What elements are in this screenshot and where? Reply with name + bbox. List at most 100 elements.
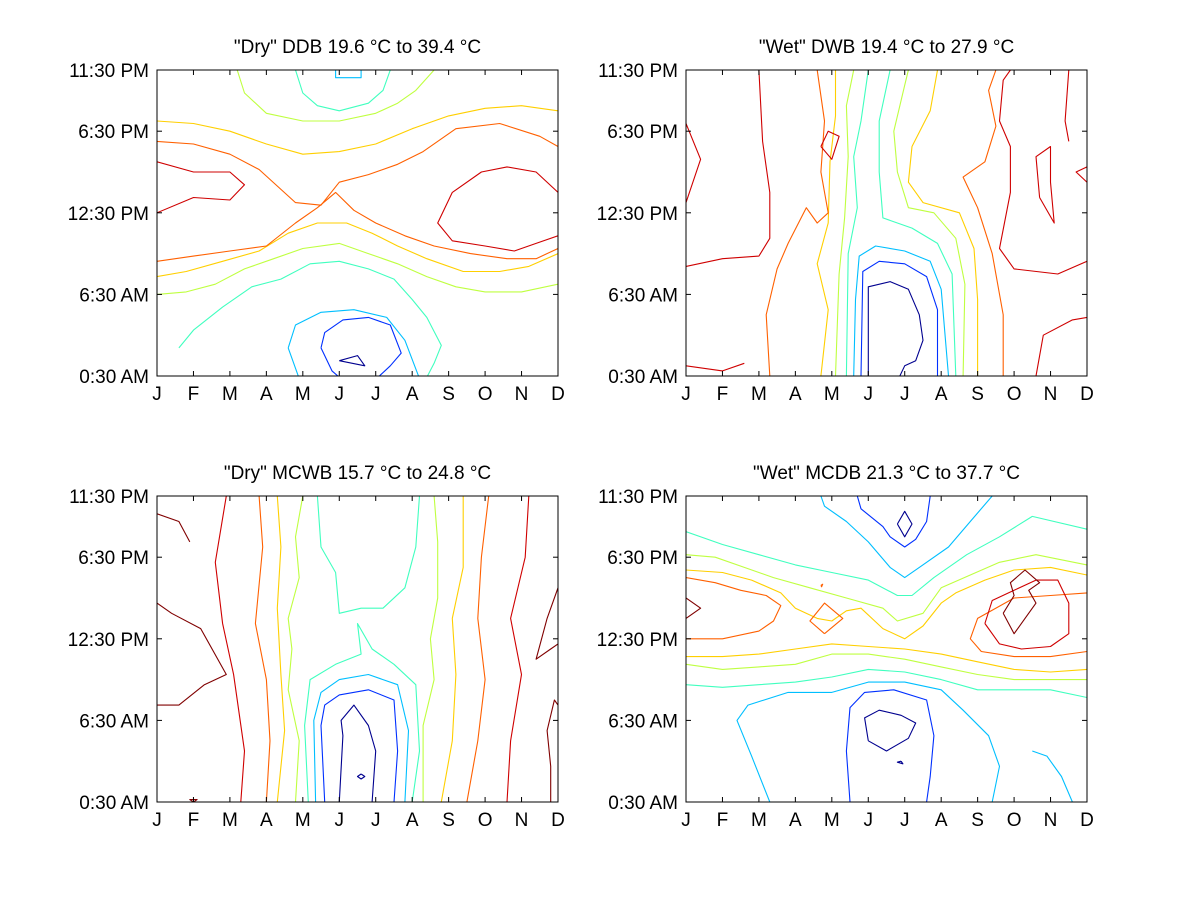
x-tick-label: S [971, 810, 984, 831]
contour-line [287, 309, 420, 376]
contour-line [686, 70, 771, 267]
contour-line [304, 622, 421, 802]
x-tick-label: F [717, 384, 729, 405]
x-tick-label: J [152, 384, 162, 405]
contour-line [316, 496, 421, 614]
contour-line [907, 70, 979, 376]
x-tick-label: J [371, 384, 381, 405]
x-tick-label: J [900, 384, 910, 405]
contour-line [157, 105, 558, 155]
contour-line [686, 362, 745, 372]
x-tick-label: J [335, 384, 345, 405]
contour-line [1032, 750, 1073, 802]
contour-line [254, 496, 271, 802]
x-tick-label: J [152, 810, 162, 831]
contour-line [178, 260, 442, 376]
x-tick-label: O [1007, 810, 1022, 831]
x-tick-label: J [371, 810, 381, 831]
contour-line [845, 70, 869, 376]
contour-lines [686, 70, 1087, 376]
x-tick-label: J [864, 810, 874, 831]
contour-lines [157, 496, 558, 802]
contour-line [157, 513, 191, 543]
y-tick-label: 11:30 PM [598, 61, 678, 82]
contour-line [466, 496, 490, 802]
contour-line [236, 70, 435, 122]
x-tick-label: J [681, 384, 691, 405]
x-tick-label: A [406, 384, 419, 405]
contour-line [338, 704, 377, 802]
contour-line [860, 260, 939, 376]
x-tick-label: S [971, 384, 984, 405]
y-tick-label: 12:30 PM [68, 204, 149, 225]
x-tick-label: A [406, 810, 419, 831]
plot-frame [156, 495, 559, 803]
contour-line [867, 281, 924, 376]
contour-line [157, 222, 558, 278]
y-tick-label: 6:30 PM [607, 122, 678, 143]
contour-line [893, 70, 966, 376]
contour-line [335, 70, 362, 79]
x-tick-label: F [188, 384, 200, 405]
x-tick-label: M [222, 384, 238, 405]
x-tick-label: N [515, 384, 529, 405]
x-tick-label: M [824, 810, 840, 831]
contour-line [686, 554, 1087, 622]
y-tick-label: 6:30 PM [78, 548, 149, 569]
contour-line [320, 689, 399, 802]
y-tick-label: 6:30 AM [608, 285, 678, 306]
contour-line [686, 643, 1087, 673]
x-tick-label: M [824, 384, 840, 405]
contour-panel-4: "Wet" MCDB 21.3 °C to 37.7 °C J F M A M J J A S O N… [597, 463, 1094, 831]
contour-line [506, 496, 530, 802]
contour-line [834, 70, 855, 376]
x-tick-label: D [1080, 810, 1094, 831]
x-tick-label: N [1044, 810, 1058, 831]
y-tick-label: 11:30 PM [598, 487, 678, 508]
contour-line [157, 122, 558, 206]
chart-title: "Wet" MCDB 21.3 °C to 37.7 °C [753, 463, 1020, 484]
contour-line [1002, 569, 1041, 635]
contour-line [339, 355, 366, 367]
y-tick-label: 6:30 AM [79, 285, 149, 306]
x-tick-label: D [1080, 384, 1094, 405]
x-tick-label: J [335, 810, 345, 831]
contour-line [320, 316, 402, 376]
contour-line [816, 70, 837, 376]
contour-lines [157, 70, 558, 376]
contour-line [546, 699, 558, 802]
contour-line [736, 681, 1001, 802]
x-tick-label: M [295, 384, 311, 405]
contour-line [276, 496, 286, 802]
contour-line [535, 587, 558, 660]
contour-line [1035, 316, 1087, 376]
contour-line [845, 689, 935, 802]
plot-frame [156, 69, 559, 377]
contour-line [984, 579, 1070, 650]
contour-line [1064, 70, 1070, 142]
y-tick-label: 0:30 AM [608, 793, 678, 814]
chart-title: "Dry" MCWB 15.7 °C to 24.8 °C [224, 463, 491, 484]
x-tick-label: O [478, 384, 493, 405]
x-tick-label: S [442, 384, 455, 405]
contour-line [864, 709, 917, 752]
y-tick-label: 12:30 PM [597, 204, 678, 225]
contour-line [998, 70, 1087, 275]
chart-title: "Dry" DDB 19.6 °C to 39.4 °C [234, 37, 481, 58]
contour-line [820, 583, 824, 588]
plot-frame [685, 69, 1088, 377]
contour-line [969, 592, 1087, 658]
y-tick-label: 6:30 PM [78, 122, 149, 143]
y-tick-label: 0:30 AM [79, 367, 149, 388]
contour-line [962, 70, 1004, 376]
x-tick-label: A [789, 384, 802, 405]
x-tick-label: F [188, 810, 200, 831]
x-tick-label: A [789, 810, 802, 831]
contour-line [853, 245, 950, 376]
y-tick-label: 11:30 PM [69, 487, 149, 508]
contour-line [356, 773, 366, 780]
y-tick-label: 6:30 AM [79, 711, 149, 732]
y-tick-label: 6:30 AM [608, 711, 678, 732]
